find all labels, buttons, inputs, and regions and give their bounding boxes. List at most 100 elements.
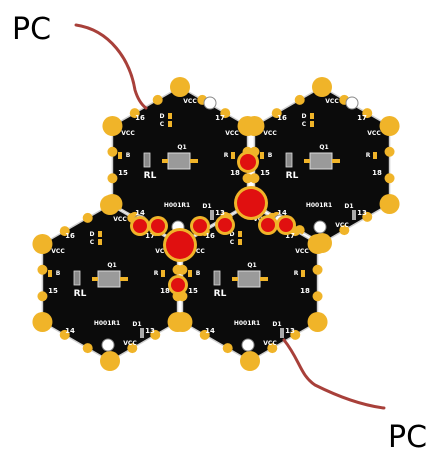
solder-joint [279, 218, 293, 232]
solder-joint [261, 218, 275, 232]
mounting-hole [241, 338, 255, 352]
corner-pad [172, 312, 193, 332]
edge-pad [222, 343, 233, 354]
part-label-b: B [268, 152, 273, 159]
edge-pad [362, 108, 373, 119]
pc-wire-bottom [282, 338, 386, 410]
pin-label-17: 17 [215, 114, 225, 122]
edge-pad [339, 225, 350, 236]
edge-pad [152, 94, 163, 105]
part-label-d1: D1 [344, 203, 353, 210]
resistor-rl [285, 152, 293, 168]
corner-pad [102, 116, 123, 136]
corner-pad [32, 312, 53, 332]
smd-pad [48, 270, 52, 277]
pin-label-18: 18 [160, 287, 170, 295]
vcc-label: VCC [121, 130, 135, 137]
pin-label-15: 15 [118, 169, 128, 177]
part-label-rl: RL [144, 171, 157, 181]
pin-label-13: 13 [145, 327, 155, 335]
pin-label-16: 16 [205, 232, 215, 240]
pin-label-17: 17 [357, 114, 367, 122]
module-name: H001R1 [94, 320, 120, 327]
vcc-label: VCC [155, 248, 169, 255]
pin-label-13: 13 [285, 327, 295, 335]
transistor-q1 [237, 270, 261, 288]
part-label-c: C [302, 121, 307, 128]
solder-joint [193, 219, 207, 233]
edge-pad [37, 264, 48, 275]
smd-pad [373, 152, 377, 159]
module-name: H001R1 [306, 202, 332, 209]
part-label-b: B [56, 270, 61, 277]
smd-pad [301, 270, 305, 277]
solder-joint [171, 278, 185, 292]
module-name: H001R1 [164, 202, 190, 209]
part-label-c: C [90, 239, 95, 246]
transistor-q1 [309, 152, 333, 170]
edge-pad [82, 212, 93, 223]
edge-pad [271, 108, 282, 119]
solder-joint [218, 218, 232, 232]
smd-pad [260, 152, 264, 159]
smd-pad [118, 152, 122, 159]
smd-pad [238, 239, 242, 245]
corner-pad [100, 195, 120, 215]
part-label-d1: D1 [272, 321, 281, 328]
pin-label-15: 15 [48, 287, 58, 295]
part-label-q1: Q1 [247, 262, 256, 269]
diode-d1 [210, 210, 214, 220]
vcc-label: VCC [113, 216, 127, 223]
edge-pad [249, 173, 260, 184]
diode-d1 [280, 328, 284, 338]
part-label-rl: RL [74, 289, 87, 299]
part-label-d: D [230, 231, 235, 238]
part-label-r: R [154, 270, 159, 277]
smd-pad [98, 239, 102, 245]
part-label-d1: D1 [202, 203, 211, 210]
smd-pad [188, 270, 192, 277]
pc-wire-top [74, 23, 148, 110]
vcc-label: VCC [263, 130, 277, 137]
smd-pad [332, 159, 340, 163]
edge-pad [294, 94, 305, 105]
edge-pad [199, 329, 210, 340]
edge-pad [127, 343, 138, 354]
resistor-rl [143, 152, 151, 168]
part-label-q1: Q1 [107, 262, 116, 269]
solder-joint [133, 219, 147, 233]
edge-pad [82, 343, 93, 354]
hex-module-2: 16 17 18 15 14 13 VCC VCC VCC VCC DC B R Q1 RL D1 H001R1 [244, 77, 400, 253]
vcc-label: VCC [183, 98, 197, 105]
smd-pad [231, 152, 235, 159]
smd-pad [260, 277, 268, 281]
smd-pad [310, 121, 314, 127]
pin-label-13: 13 [357, 209, 367, 217]
smd-pad [310, 113, 314, 119]
corner-pad [240, 351, 260, 371]
smd-pad [162, 159, 168, 163]
diode-d1 [140, 328, 144, 338]
part-label-d1: D1 [132, 321, 141, 328]
mounting-hole [101, 338, 115, 352]
vcc-label: VCC [123, 340, 137, 347]
mounting-hole [313, 220, 327, 234]
edge-pad [37, 291, 48, 302]
part-label-rl: RL [286, 171, 299, 181]
corner-pad [170, 77, 190, 97]
pin-label-14: 14 [65, 327, 75, 335]
edge-pad [107, 173, 118, 184]
pin-label-13: 13 [215, 209, 225, 217]
mounting-hole [203, 96, 217, 110]
part-label-b: B [126, 152, 131, 159]
pc-label-top: PC [12, 12, 52, 47]
diode-d1 [352, 210, 356, 220]
part-label-q1: Q1 [177, 144, 186, 151]
part-label-r: R [294, 270, 299, 277]
corner-pad [32, 234, 53, 254]
edge-pad [242, 173, 253, 184]
pin-label-14: 14 [277, 209, 287, 217]
